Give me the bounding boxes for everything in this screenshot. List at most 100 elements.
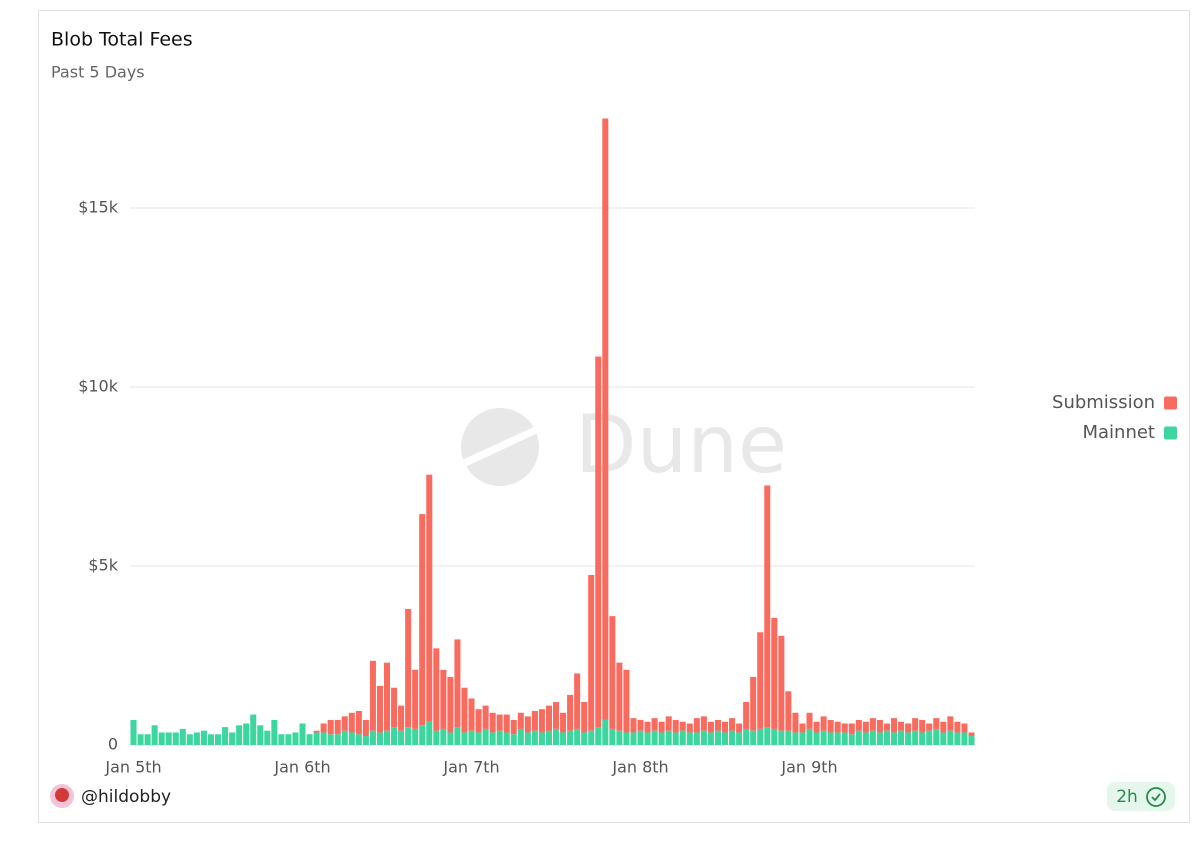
bar-segment	[743, 702, 750, 729]
bar-segment	[729, 730, 736, 745]
bar-segment	[588, 574, 595, 731]
bar-segment	[693, 732, 700, 745]
bar-segment	[313, 732, 320, 745]
bar-segment	[722, 721, 729, 733]
bar-segment	[468, 730, 475, 745]
bar-segment	[609, 728, 616, 745]
bar-segment	[137, 734, 144, 745]
legend-swatch	[1164, 426, 1177, 440]
bar-segment	[869, 730, 876, 745]
bar-segment	[834, 732, 841, 745]
bar-segment	[961, 723, 968, 733]
bar-segment	[905, 732, 912, 745]
bar-segment	[961, 732, 968, 745]
bar-segment	[933, 718, 940, 729]
bar-segment	[376, 685, 383, 733]
bar-segment	[306, 734, 313, 745]
bar-segment	[841, 732, 848, 745]
bar-segment	[362, 736, 369, 745]
bar-segment	[672, 732, 679, 745]
bar-segment	[848, 734, 855, 745]
bar-segment	[369, 730, 376, 745]
bar-segment	[883, 723, 890, 731]
bar-segment	[947, 716, 954, 731]
bar-segment	[553, 728, 560, 745]
bar-segment	[609, 616, 616, 729]
bar-segment	[651, 718, 658, 731]
bar-segment	[278, 734, 285, 745]
bar-segment	[771, 617, 778, 729]
bar-segment	[405, 608, 412, 728]
author[interactable]: @hildobby	[81, 787, 171, 807]
bar-segment	[898, 730, 905, 745]
bar-segment	[574, 673, 581, 729]
bar-segment	[820, 730, 827, 745]
bar-segment	[926, 730, 933, 745]
bar-segment	[567, 730, 574, 745]
age: 2h	[1116, 787, 1138, 807]
bar-segment	[862, 721, 869, 733]
bar-segment	[398, 705, 405, 731]
bar-segment	[644, 732, 651, 745]
avatar-figure	[55, 788, 69, 802]
bar-segment	[757, 632, 764, 729]
bar-segment	[862, 732, 869, 745]
bar-segment	[588, 730, 595, 745]
bar-segment	[257, 725, 264, 745]
bar-segment	[574, 728, 581, 745]
bar-segment	[433, 648, 440, 731]
chart-title: Blob Total Fees	[51, 29, 193, 51]
bar-segment	[264, 730, 271, 745]
bar-segment	[771, 728, 778, 745]
bar-segment	[419, 514, 426, 726]
bar-segment	[757, 728, 764, 745]
bar-segment	[130, 719, 137, 745]
bar-segment	[151, 725, 158, 745]
bar-segment	[369, 660, 376, 731]
bar-segment	[820, 716, 827, 731]
bar-segment	[271, 719, 278, 745]
bar-segment	[327, 734, 334, 745]
bar-segment	[560, 732, 567, 745]
bar-segment	[595, 727, 602, 745]
bar-segment	[489, 712, 496, 733]
bar-segment	[644, 721, 651, 733]
bar-segment	[665, 716, 672, 731]
bar-segment	[355, 710, 362, 735]
bar-segment	[581, 702, 588, 733]
bar-segment	[947, 730, 954, 745]
bar-segment	[313, 730, 320, 733]
bar-segment	[433, 730, 440, 745]
bar-segment	[630, 732, 637, 745]
bar-segment	[376, 732, 383, 745]
bar-segment	[679, 721, 686, 731]
bar-segment	[799, 732, 806, 745]
bar-segment	[327, 719, 334, 735]
bar-segment	[475, 732, 482, 745]
bar-segment	[658, 721, 665, 733]
bar-segment	[968, 732, 975, 737]
bar-segment	[827, 719, 834, 733]
bar-segment	[186, 734, 193, 745]
bar-segment	[799, 723, 806, 733]
bar-segment	[447, 676, 454, 733]
y-tick-label: $5k	[88, 556, 118, 575]
bar-segment	[700, 716, 707, 731]
bar-segment	[391, 687, 398, 728]
bar-segment	[637, 719, 644, 731]
bar-segment	[940, 721, 947, 733]
bar-segment	[905, 723, 912, 733]
bar-segment	[940, 732, 947, 745]
bar-segment	[764, 485, 771, 728]
bar-segment	[348, 712, 355, 733]
bar-segment	[560, 712, 567, 733]
verified-icon	[1146, 787, 1166, 807]
legend-label[interactable]: Submission	[1052, 392, 1155, 413]
bar-segment	[489, 732, 496, 745]
bar-segment	[736, 732, 743, 745]
bar-segment	[320, 723, 327, 733]
age-badge	[1107, 782, 1175, 811]
legend-label[interactable]: Mainnet	[1082, 422, 1155, 443]
bar-segment	[454, 639, 461, 728]
footer: @hildobby 2h	[50, 782, 1175, 811]
